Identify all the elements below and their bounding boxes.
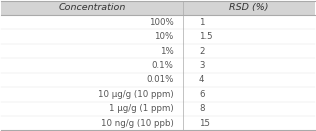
- Text: 6: 6: [199, 90, 204, 99]
- Text: 100%: 100%: [149, 18, 174, 27]
- Text: 10%: 10%: [155, 32, 174, 41]
- Text: RSD (%): RSD (%): [229, 3, 269, 12]
- Bar: [1, 1, 315, 15]
- Text: 8: 8: [199, 104, 204, 113]
- Text: 3: 3: [199, 61, 204, 70]
- Text: 1: 1: [199, 18, 204, 27]
- Text: 15: 15: [199, 119, 210, 128]
- Text: 4: 4: [199, 75, 204, 84]
- Text: 10 μg/g (10 ppm): 10 μg/g (10 ppm): [98, 90, 174, 99]
- Text: 1 μg/g (1 ppm): 1 μg/g (1 ppm): [109, 104, 174, 113]
- Text: 1%: 1%: [160, 47, 174, 56]
- Text: 10 ng/g (10 ppb): 10 ng/g (10 ppb): [101, 119, 174, 128]
- Text: Concentration: Concentration: [58, 3, 126, 12]
- Text: 1.5: 1.5: [199, 32, 213, 41]
- Text: 2: 2: [199, 47, 204, 56]
- Text: 0.1%: 0.1%: [152, 61, 174, 70]
- Text: 0.01%: 0.01%: [146, 75, 174, 84]
